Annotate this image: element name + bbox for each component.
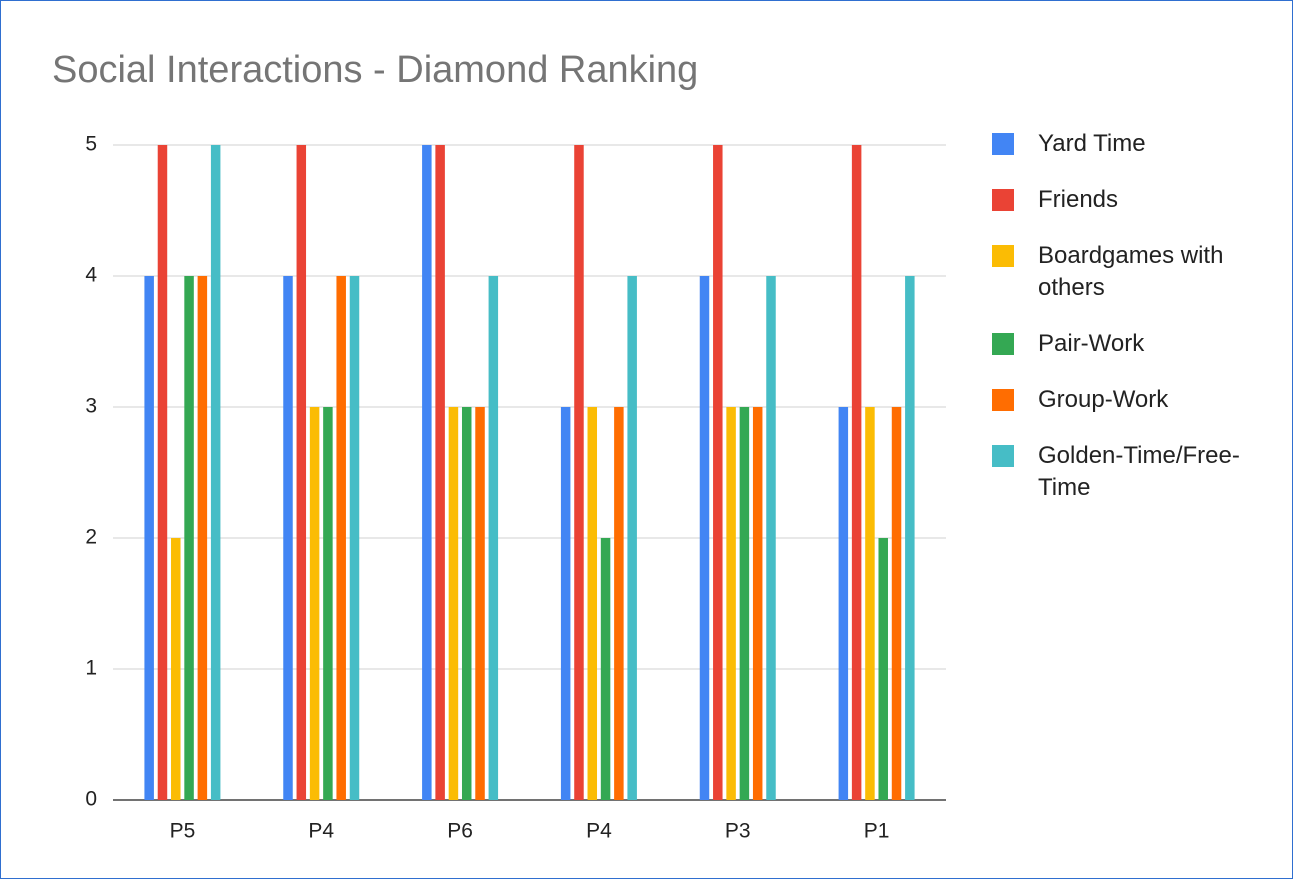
bar <box>905 276 915 800</box>
legend-entry: Yard Time <box>992 128 1282 160</box>
legend-label: Pair-Work <box>1038 330 1145 357</box>
bar <box>699 276 710 800</box>
bar <box>600 538 611 800</box>
legend-entry: Pair-Work <box>992 328 1282 360</box>
y-tick-label: 5 <box>85 133 97 156</box>
bar <box>739 407 750 800</box>
bar <box>323 407 333 800</box>
bar <box>560 407 571 800</box>
bar <box>838 407 849 800</box>
legend-entry: Boardgames with others <box>992 240 1282 304</box>
bar <box>448 407 459 800</box>
bar <box>171 538 181 800</box>
bar <box>461 407 472 800</box>
legend-swatch <box>992 445 1014 467</box>
bar <box>713 145 723 800</box>
chart-title: Social Interactions - Diamond Ranking <box>52 49 698 91</box>
legend-label: Yard Time <box>1038 130 1146 157</box>
x-tick-label: P5 <box>170 820 196 843</box>
bar <box>157 145 168 800</box>
y-tick-label: 2 <box>85 526 97 549</box>
bar <box>488 276 499 800</box>
legend-swatch <box>992 333 1014 355</box>
legend-swatch <box>992 245 1014 267</box>
legend-swatch <box>992 389 1014 411</box>
bar <box>766 276 776 800</box>
bar <box>210 145 221 800</box>
bar <box>475 407 485 800</box>
bar <box>614 407 624 800</box>
bar <box>752 407 763 800</box>
bar <box>865 407 875 800</box>
x-tick-label: P6 <box>447 820 473 843</box>
legend-entry: Golden-Time/Free-Time <box>992 440 1282 504</box>
bar <box>296 145 307 800</box>
legend-entry: Group-Work <box>992 384 1282 416</box>
bar <box>283 276 293 800</box>
legend-swatch <box>992 189 1014 211</box>
bar <box>878 538 888 800</box>
bar <box>435 145 445 800</box>
y-tick-label: 3 <box>85 395 97 418</box>
legend-entry: Friends <box>992 184 1282 216</box>
bar <box>349 276 360 800</box>
legend-label: Friends <box>1038 186 1119 213</box>
bar <box>574 145 584 800</box>
bar <box>422 145 432 800</box>
bar <box>309 407 320 800</box>
bar <box>891 407 902 800</box>
x-tick-label: P3 <box>725 820 751 843</box>
bar <box>336 276 346 800</box>
bar <box>851 145 862 800</box>
legend-label: Golden-Time/Free-Time <box>1038 442 1240 501</box>
bar <box>587 407 598 800</box>
bar <box>184 276 194 800</box>
bar <box>627 276 637 800</box>
y-tick-label: 4 <box>85 264 97 287</box>
x-tick-label: P4 <box>308 820 334 843</box>
legend-swatch <box>992 133 1014 155</box>
legend-label: Boardgames with others <box>1038 242 1224 301</box>
bar <box>726 407 736 800</box>
bar <box>144 276 154 800</box>
y-tick-label: 1 <box>85 657 97 680</box>
y-tick-label: 0 <box>85 788 97 811</box>
legend: Yard Time Friends Boardgames with others Pa… <box>992 128 1282 528</box>
x-tick-label: P1 <box>864 820 890 843</box>
bar <box>197 276 208 800</box>
legend-label: Group-Work <box>1038 386 1169 413</box>
x-tick-label: P4 <box>586 820 612 843</box>
